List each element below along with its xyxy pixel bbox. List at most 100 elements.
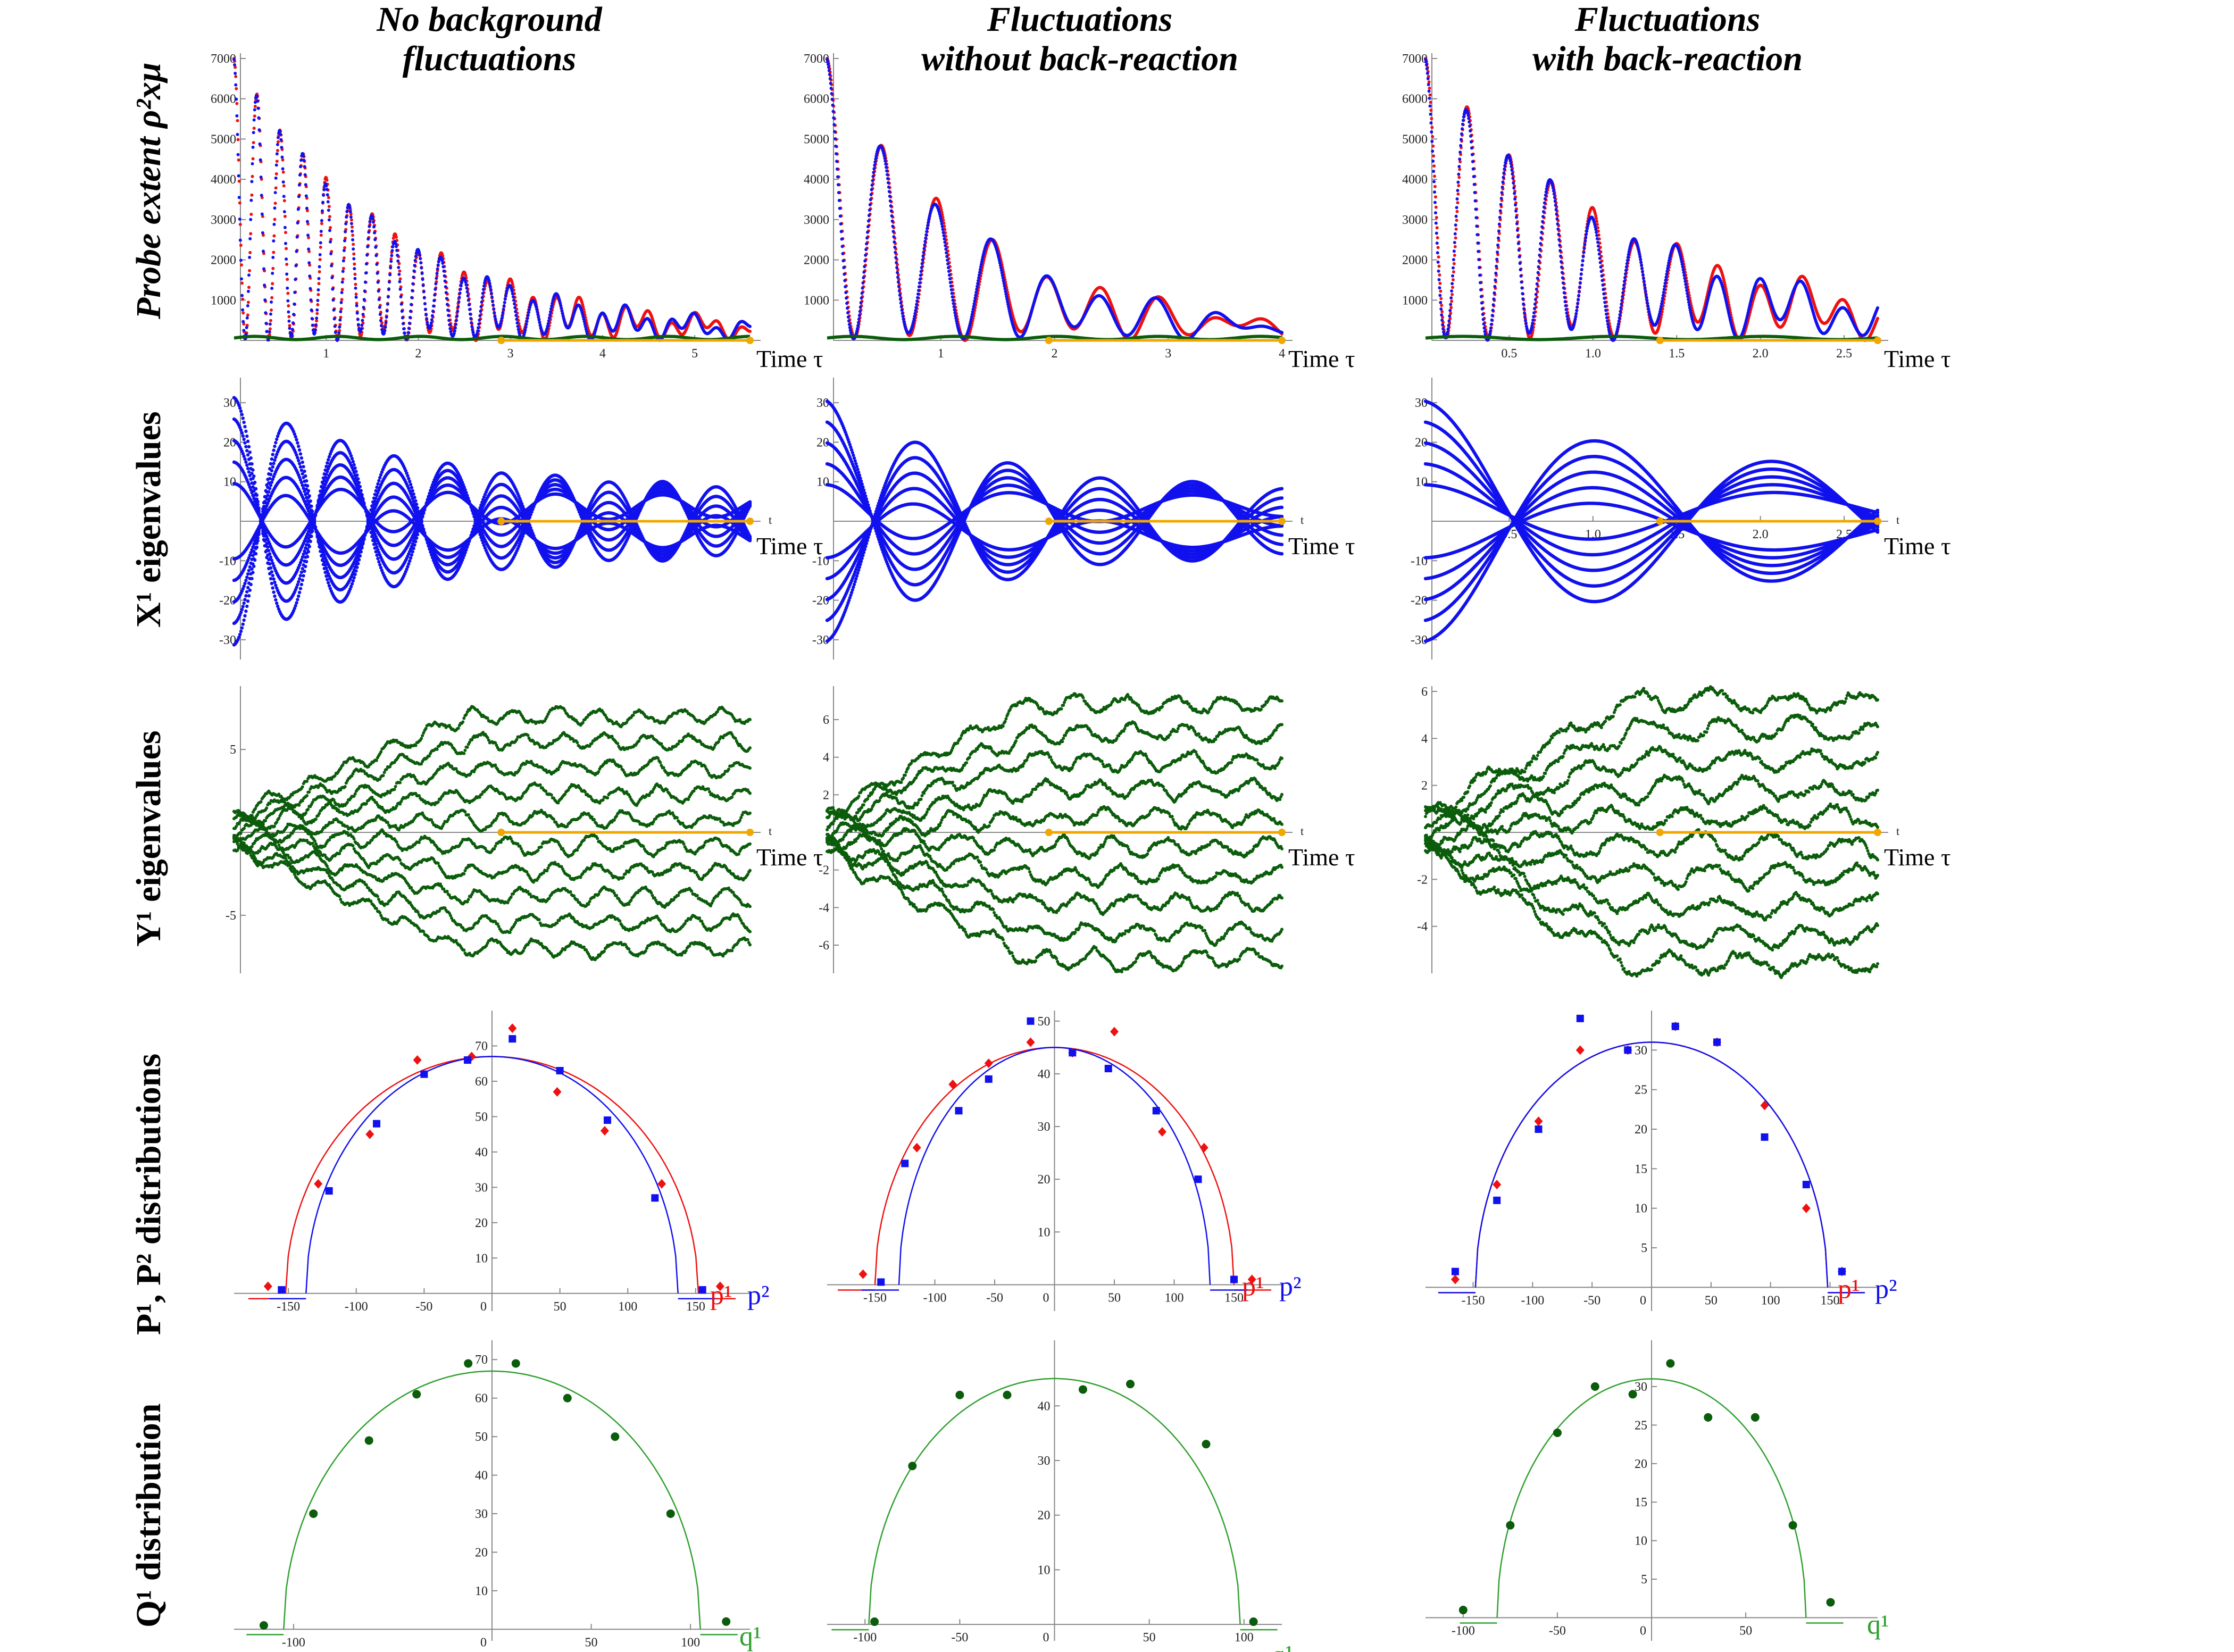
- data-point: [1558, 243, 1562, 247]
- data-point: [841, 252, 845, 256]
- data-point: [384, 321, 388, 324]
- data-point: [410, 303, 413, 306]
- data-point: [1512, 181, 1515, 185]
- data-point: [945, 255, 949, 258]
- data-point: [844, 291, 848, 295]
- data-point: [1472, 174, 1476, 178]
- data-point: [270, 300, 273, 304]
- data-point: [352, 257, 356, 261]
- data-point: [918, 281, 921, 285]
- data-point: [257, 128, 261, 132]
- data-point: [1552, 192, 1556, 196]
- data-point: [1455, 197, 1459, 201]
- data-point: [310, 308, 313, 312]
- data-point: [1517, 248, 1521, 252]
- data-point: [1564, 308, 1568, 312]
- data-point: [311, 323, 314, 327]
- data-point: [1585, 229, 1589, 233]
- y-tick-label: 5000: [1402, 132, 1428, 146]
- data-point: [1448, 314, 1452, 318]
- data-point: [888, 199, 892, 203]
- data-point: [232, 57, 236, 61]
- data-point: [256, 99, 260, 103]
- data-point: [459, 284, 463, 288]
- data-point: [264, 311, 268, 315]
- data-point: [349, 215, 353, 219]
- data-point: [276, 136, 280, 139]
- data-point: [1427, 82, 1430, 86]
- data-point: [1509, 162, 1513, 165]
- data-point: [863, 265, 866, 269]
- data-point: [941, 231, 945, 235]
- data-point: [241, 320, 245, 323]
- data-point: [422, 296, 426, 300]
- data-point: [1480, 307, 1484, 311]
- data-point: [361, 313, 365, 316]
- data-point: [377, 289, 380, 293]
- data-point: [898, 293, 902, 297]
- data-point: [1536, 277, 1539, 280]
- data-point: [1490, 318, 1494, 322]
- data-point: [828, 77, 832, 80]
- data-point: [1004, 289, 1007, 293]
- data-point: [1605, 316, 1608, 320]
- data-point: [294, 278, 297, 281]
- y-tick-label: 7000: [1402, 52, 1428, 66]
- data-point: [923, 239, 927, 243]
- x-tick-label: 1.5: [1669, 347, 1685, 361]
- data-point: [841, 259, 845, 263]
- data-point: [839, 222, 843, 226]
- data-point: [237, 174, 240, 178]
- data-point: [303, 165, 306, 169]
- data-point: [1003, 287, 1007, 290]
- data-point: [389, 260, 393, 263]
- data-point: [947, 266, 950, 270]
- data-point: [493, 311, 496, 314]
- data-point: [918, 277, 922, 281]
- data-point: [1604, 308, 1608, 312]
- data-point: [362, 305, 365, 309]
- data-point: [1554, 203, 1557, 207]
- data-point: [1456, 201, 1460, 205]
- data-point: [940, 224, 944, 228]
- data-point: [869, 198, 872, 202]
- data-point: [826, 62, 830, 66]
- data-point: [1455, 219, 1458, 222]
- data-point: [582, 310, 586, 314]
- data-point: [397, 265, 401, 269]
- data-point: [1538, 247, 1542, 251]
- data-point: [1429, 121, 1433, 125]
- data-point: [1584, 236, 1588, 239]
- data-point: [286, 291, 290, 295]
- data-point: [1493, 291, 1496, 295]
- data-point: [1500, 191, 1504, 195]
- data-point: [240, 294, 244, 297]
- data-point: [424, 312, 428, 316]
- data-point: [886, 181, 890, 185]
- data-point: [1440, 313, 1444, 317]
- data-point: [371, 220, 375, 224]
- data-point: [1540, 225, 1544, 229]
- data-point: [977, 273, 981, 277]
- data-point: [1461, 119, 1465, 122]
- data-point: [1437, 269, 1440, 273]
- data-point: [1580, 263, 1584, 267]
- data-point: [872, 167, 876, 171]
- data-point: [455, 314, 459, 318]
- data-point: [944, 244, 947, 247]
- data-point: [456, 310, 460, 313]
- data-point: [892, 235, 896, 239]
- data-point: [430, 314, 434, 318]
- data-point: [1560, 271, 1564, 274]
- data-point: [1498, 209, 1502, 213]
- data-point: [1557, 232, 1561, 236]
- data-point: [842, 266, 846, 270]
- data-point: [836, 183, 840, 187]
- data-point: [1601, 279, 1604, 282]
- data-point: [479, 310, 482, 313]
- data-point: [899, 301, 903, 305]
- data-point: [444, 291, 448, 295]
- data-point: [1462, 115, 1465, 119]
- data-point: [846, 315, 850, 319]
